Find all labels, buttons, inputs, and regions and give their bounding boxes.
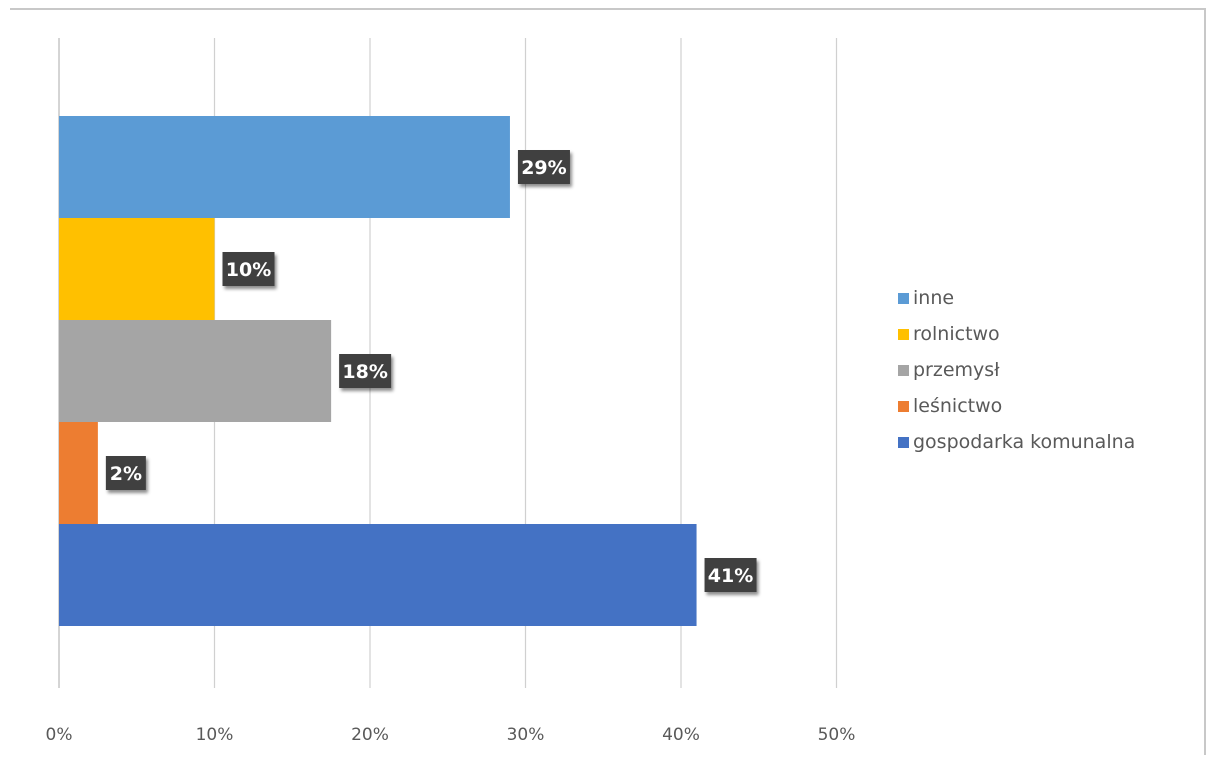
data-label-text: 41% — [708, 565, 753, 587]
x-tick-label: 40% — [662, 725, 700, 745]
data-label: 2% — [105, 456, 146, 490]
data-label-box — [517, 150, 570, 184]
legend-swatch — [898, 328, 909, 340]
legend-swatch — [898, 292, 909, 304]
legend-item-rolnictwo: rolnictwo — [898, 316, 1135, 352]
legend-label: gospodarka komunalna — [913, 431, 1136, 453]
data-labels: 29% 10% 18% 2% 41% — [105, 150, 757, 592]
data-label-box — [105, 456, 146, 490]
bar-przemysł — [59, 320, 332, 422]
x-tick-label: 50% — [818, 725, 856, 745]
legend: inne rolnictwo przemysł leśnictwo gospod… — [898, 280, 1135, 460]
legend-swatch — [898, 364, 909, 376]
data-label-text: 29% — [521, 157, 566, 179]
data-label-box — [704, 558, 757, 592]
legend-item-inne: inne — [898, 280, 1135, 316]
data-label-text: 10% — [226, 259, 271, 281]
legend-swatch — [898, 436, 909, 448]
data-label: 41% — [704, 558, 757, 592]
legend-swatch — [898, 400, 909, 412]
data-label-box — [339, 354, 392, 388]
data-label: 29% — [517, 150, 570, 184]
bar-inne — [59, 116, 510, 218]
data-label: 10% — [222, 252, 275, 286]
legend-label: inne — [913, 287, 955, 309]
data-label: 18% — [339, 354, 392, 388]
bar-gospodarka-komunalna — [59, 524, 697, 626]
legend-label: przemysł — [913, 359, 1000, 381]
bar-rolnictwo — [59, 218, 215, 320]
x-tick-label: 20% — [351, 725, 389, 745]
x-tick-label: 30% — [507, 725, 545, 745]
data-label-text: 18% — [342, 361, 387, 383]
legend-item-lesnictwo: leśnictwo — [898, 388, 1135, 424]
legend-label: rolnictwo — [913, 323, 1000, 345]
bars — [59, 116, 697, 626]
data-label-box — [222, 252, 275, 286]
data-label-text: 2% — [110, 463, 142, 485]
bar-leśnictwo — [59, 422, 98, 524]
legend-item-gospodarka-komunalna: gospodarka komunalna — [898, 424, 1135, 460]
x-tick-label: 10% — [196, 725, 234, 745]
x-axis: 0% 10% 20% 30% 40% 50% — [46, 725, 856, 745]
x-tick-label: 0% — [46, 725, 73, 745]
legend-item-przemysl: przemysł — [898, 352, 1135, 388]
legend-label: leśnictwo — [913, 395, 1003, 417]
